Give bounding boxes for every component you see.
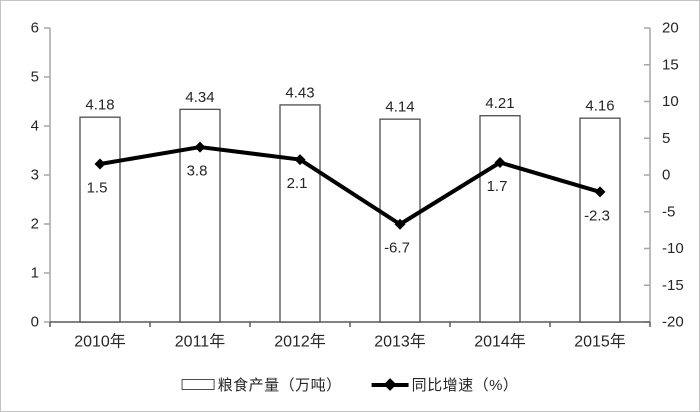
line-point-marker xyxy=(194,141,206,153)
left-axis-tick-label: 2 xyxy=(31,216,39,233)
left-axis-tick-label: 6 xyxy=(31,20,39,37)
right-axis-tick-label: 20 xyxy=(662,20,679,37)
line-point-marker xyxy=(294,154,306,166)
right-axis-tick-label: -10 xyxy=(662,240,684,257)
x-axis-category-label: 2014年 xyxy=(474,333,526,351)
bar-value-label: 4.18 xyxy=(85,97,114,114)
bar-value-label: 4.43 xyxy=(285,84,314,101)
line-point-label: 1.7 xyxy=(487,178,508,195)
bar-value-label: 4.14 xyxy=(385,99,414,116)
x-axis-category-label: 2012年 xyxy=(274,333,326,351)
legend-item-grain-production: 粮食产量（万吨） xyxy=(181,374,342,395)
bar-2015年 xyxy=(579,117,621,323)
left-axis-tick-label: 5 xyxy=(31,69,39,86)
left-axis-tick-label: 1 xyxy=(31,265,39,282)
line-point-marker xyxy=(594,186,606,198)
right-axis-tick-label: 10 xyxy=(662,93,679,110)
line-point-label: 2.1 xyxy=(287,175,308,192)
left-axis-tick-label: 4 xyxy=(31,118,39,135)
right-axis-tick-label: -20 xyxy=(662,314,684,331)
line-series-legend-marker xyxy=(371,378,409,391)
line-point-label: 3.8 xyxy=(187,163,208,180)
bar-value-label: 4.34 xyxy=(185,89,214,106)
bar-2011年 xyxy=(179,108,221,323)
x-axis-category-label: 2013年 xyxy=(374,333,426,351)
line-point-marker xyxy=(494,157,506,169)
right-axis-tick-label: 0 xyxy=(662,167,670,184)
bar-value-label: 4.21 xyxy=(485,95,514,112)
right-axis-tick-label: 5 xyxy=(662,130,670,147)
bar-series-legend-marker xyxy=(181,379,215,390)
line-point-label: -2.3 xyxy=(584,207,610,224)
bar-2010年 xyxy=(79,116,121,323)
x-axis-category-label: 2015年 xyxy=(574,333,626,351)
left-axis-tick-label: 0 xyxy=(31,314,39,331)
right-axis-tick-label: 15 xyxy=(662,56,679,73)
right-axis-tick-label: -5 xyxy=(662,203,675,220)
legend-item-yoy-growth: 同比增速（%） xyxy=(371,374,519,395)
bar-value-label: 4.16 xyxy=(585,98,614,115)
right-axis-tick-label: -15 xyxy=(662,277,684,294)
diamond-marker-icon xyxy=(383,378,397,391)
bar-series-legend-label: 粮食产量（万吨） xyxy=(217,377,342,394)
line-point-marker xyxy=(394,218,406,230)
line-point-label: -6.7 xyxy=(384,240,410,257)
bar-2014年 xyxy=(479,115,521,323)
line-point-marker xyxy=(94,158,106,170)
left-axis-tick-label: 3 xyxy=(31,167,39,184)
x-axis-category-label: 2011年 xyxy=(175,333,225,351)
line-series-legend-label: 同比增速（%） xyxy=(411,377,519,394)
chart-legend: 粮食产量（万吨） 同比增速（%） xyxy=(181,374,519,395)
bar-2012年 xyxy=(279,104,321,323)
line-point-label: 1.5 xyxy=(87,179,108,196)
growth-line xyxy=(98,145,602,227)
x-axis-category-label: 2010年 xyxy=(74,333,126,351)
